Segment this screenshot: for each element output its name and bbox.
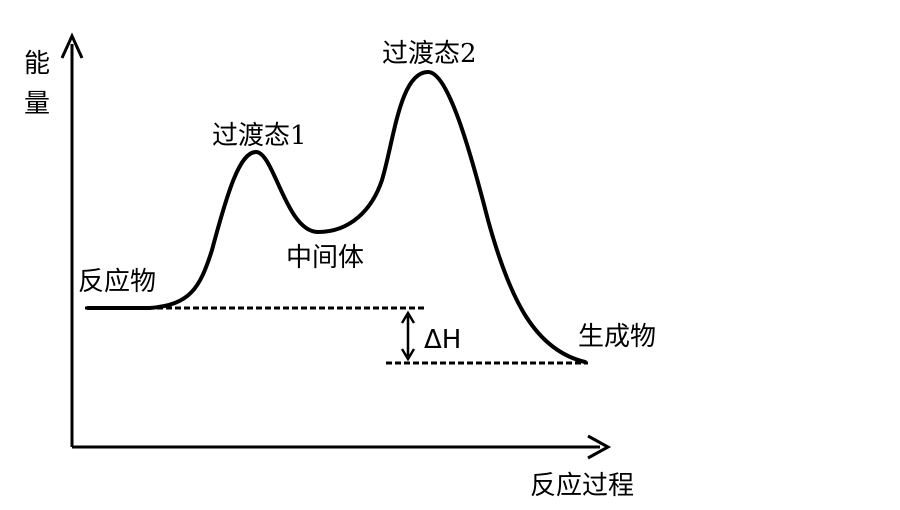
transition-state-2-label: 过渡态2 [382,39,477,69]
x-axis-arrowhead [587,434,612,460]
transition-state-1-label: 过渡态1 [212,121,307,151]
delta-h-arrowhead-up [400,310,416,324]
reactant-label: 反应物 [78,267,156,297]
delta-h-label: ΔH [424,325,461,355]
y-axis-arrowhead [60,32,84,59]
delta-h-arrowhead-down [400,348,416,362]
product-label: 生成物 [578,322,656,352]
x-axis-label: 反应过程 [530,471,634,501]
y-axis-label-1: 能 [24,49,50,79]
y-axis-label-2: 量 [24,89,50,119]
reaction-energy-curve [86,70,587,364]
intermediate-label: 中间体 [286,243,364,273]
